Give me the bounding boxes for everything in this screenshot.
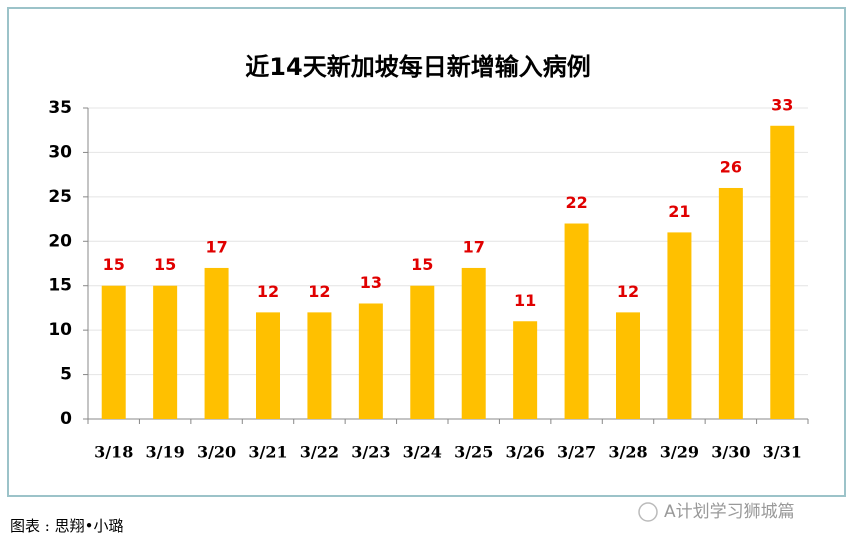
- data-label: 15: [154, 255, 176, 274]
- chart-title: 近14天新加坡每日新增输入病例: [245, 53, 590, 81]
- y-tick-label: 20: [48, 231, 72, 251]
- x-tick-label: 3/30: [711, 443, 750, 462]
- x-tick-label: 3/20: [197, 443, 236, 462]
- y-tick-label: 30: [48, 142, 72, 162]
- data-label: 17: [463, 237, 485, 256]
- watermark: A计划学习狮城篇: [638, 502, 795, 522]
- bar: [358, 303, 383, 419]
- bar: [718, 187, 743, 419]
- x-tick-label: 3/29: [660, 443, 699, 462]
- x-tick-label: 3/24: [403, 443, 442, 462]
- x-tick-label: 3/27: [557, 443, 596, 462]
- y-tick-label: 25: [48, 187, 72, 207]
- watermark-icon: [638, 502, 658, 522]
- x-tick-label: 3/22: [300, 443, 339, 462]
- y-tick-label: 10: [48, 320, 72, 340]
- bar: [461, 267, 486, 419]
- data-label: 15: [103, 255, 125, 274]
- x-tick-label: 3/26: [506, 443, 545, 462]
- caption: 图表 : 思翔•小璐: [10, 517, 123, 535]
- data-label: 21: [668, 202, 690, 221]
- data-label: 13: [360, 273, 382, 292]
- data-label: 15: [411, 255, 433, 274]
- data-label: 11: [514, 291, 536, 310]
- x-tick-label: 3/18: [94, 443, 133, 462]
- y-tick-label: 35: [48, 98, 72, 118]
- bar: [564, 223, 589, 419]
- x-tick-label: 3/28: [608, 443, 647, 462]
- x-tick-label: 3/19: [146, 443, 185, 462]
- data-label: 12: [617, 282, 639, 301]
- y-tick-label: 5: [60, 365, 72, 385]
- data-label: 26: [720, 157, 742, 176]
- bar: [770, 125, 795, 420]
- watermark-text: A计划学习狮城篇: [664, 502, 795, 522]
- x-tick-label: 3/23: [351, 443, 390, 462]
- y-tick-label: 0: [60, 409, 72, 429]
- data-label: 12: [308, 282, 330, 301]
- bar: [153, 285, 178, 419]
- x-tick-label: 3/21: [248, 443, 287, 462]
- bar: [513, 321, 538, 419]
- plot: 0 5 10 15 20 25 30 35 3/18 15 3/19 15 3/20 17 3/21 12 3/…: [48, 95, 809, 462]
- bar: [101, 285, 126, 419]
- bar: [204, 267, 229, 419]
- data-label: 33: [771, 95, 793, 114]
- bar: [410, 285, 435, 419]
- bar: [616, 312, 640, 419]
- data-label: 12: [257, 282, 279, 301]
- data-label: 22: [565, 193, 587, 212]
- bar: [256, 312, 280, 419]
- x-tick-label: 3/25: [454, 443, 493, 462]
- x-tick-label: 3/31: [763, 443, 802, 462]
- bar: [307, 312, 332, 419]
- data-label: 17: [205, 237, 227, 256]
- bar: [667, 232, 692, 419]
- y-tick-label: 15: [48, 276, 72, 296]
